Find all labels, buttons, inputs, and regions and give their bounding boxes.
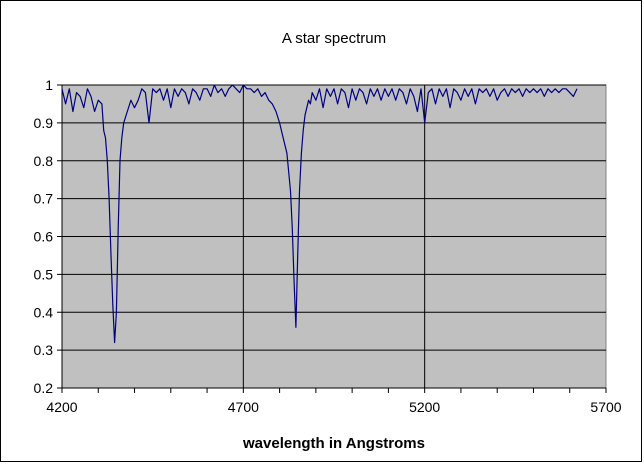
y-tick-label: 0.3 bbox=[34, 342, 54, 358]
x-tick-label: 5700 bbox=[590, 399, 621, 415]
y-tick-label: 1 bbox=[45, 77, 53, 93]
chart-title: A star spectrum bbox=[282, 30, 386, 47]
series-line-0 bbox=[61, 84, 578, 344]
y-tick-label: 0.9 bbox=[34, 115, 54, 131]
series-layer bbox=[61, 84, 578, 344]
y-tick-label: 0.4 bbox=[34, 304, 54, 320]
gridlines bbox=[62, 84, 606, 388]
x-tick-label: 5200 bbox=[409, 399, 440, 415]
y-tick-label: 0.7 bbox=[34, 191, 54, 207]
x-tick-label: 4200 bbox=[46, 399, 77, 415]
y-tick-label: 0.5 bbox=[34, 266, 54, 282]
y-tick-label: 0.6 bbox=[34, 229, 54, 245]
axes: 0.2 0.3 0.4 0.5 0.6 0.7 0.8 0.9 1 4200 4700 5200 570… bbox=[34, 77, 622, 415]
x-axis-label: wavelength in Angstroms bbox=[242, 435, 425, 452]
y-tick-label: 0.8 bbox=[34, 153, 54, 169]
y-tick-label: 0.2 bbox=[34, 380, 54, 396]
x-tick-label: 4700 bbox=[228, 399, 259, 415]
